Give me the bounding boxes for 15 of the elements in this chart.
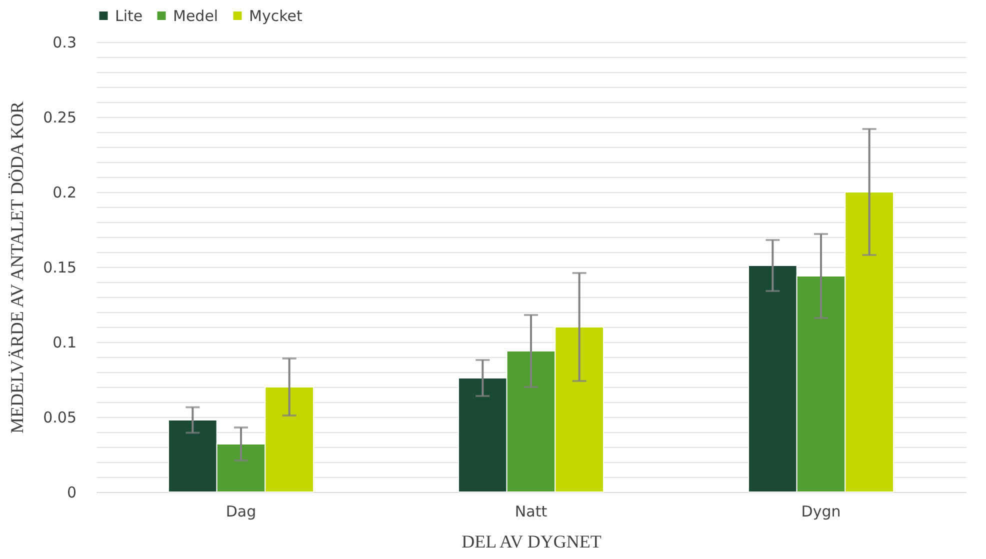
y-tick-label: 0.3 — [52, 34, 76, 52]
y-tick-label: 0.2 — [52, 184, 76, 202]
legend-label: Medel — [173, 6, 218, 25]
x-tick-label: Dygn — [801, 502, 841, 520]
x-tick-label: Natt — [514, 502, 548, 520]
y-tick-label: 0 — [66, 484, 76, 502]
legend-label: Lite — [115, 6, 143, 25]
y-tick-label: 0.05 — [43, 408, 76, 426]
legend-label: Mycket — [249, 6, 302, 25]
y-tick-label: 0.25 — [43, 108, 76, 126]
x-axis-title: DEL AV DYGNET — [462, 532, 602, 552]
y-tick-label: 0.1 — [52, 334, 76, 352]
y-axis-title: MEDELVÄRDE AV ANTALET DÖDA KOR — [7, 102, 28, 434]
x-tick-label: Dag — [226, 502, 256, 520]
y-tick-label: 0.15 — [43, 258, 76, 276]
